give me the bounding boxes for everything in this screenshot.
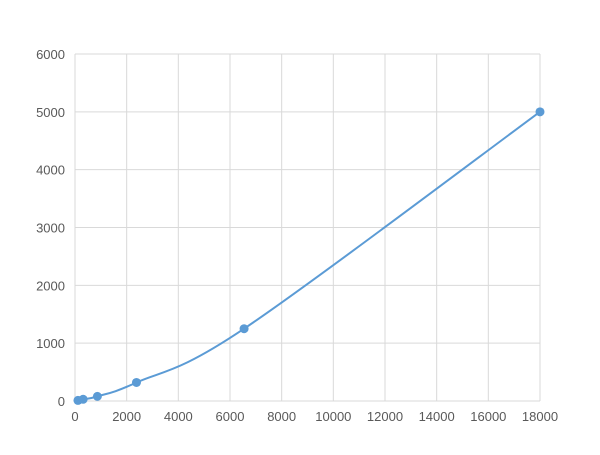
x-tick-label: 10000 [315,409,351,424]
data-point [239,324,249,334]
data-point [92,391,102,401]
y-tick-label: 5000 [36,105,65,120]
x-axis: 0 2000 4000 6000 8000 10000 12000 14000 16000 180… [71,409,558,424]
data-point [131,377,141,387]
series-line [77,111,541,402]
x-tick-label: 6000 [216,409,245,424]
x-tick-label: 18000 [522,409,558,424]
data-point [78,394,88,404]
grid [74,53,541,402]
y-axis: 0 1000 2000 3000 4000 5000 6000 [36,47,65,409]
y-tick-label: 1000 [36,336,65,351]
y-tick-label: 3000 [36,221,65,236]
x-tick-label: 16000 [470,409,506,424]
data-point [535,107,545,117]
x-tick-label: 14000 [419,409,455,424]
x-tick-label: 2000 [112,409,141,424]
series [73,107,545,405]
x-tick-label: 8000 [267,409,296,424]
y-tick-label: 2000 [36,278,65,293]
y-tick-label: 4000 [36,163,65,178]
y-tick-label: 0 [58,394,65,409]
y-tick-label: 6000 [36,47,65,62]
x-tick-label: 4000 [164,409,193,424]
x-tick-label: 0 [71,409,78,424]
x-tick-label: 12000 [367,409,403,424]
